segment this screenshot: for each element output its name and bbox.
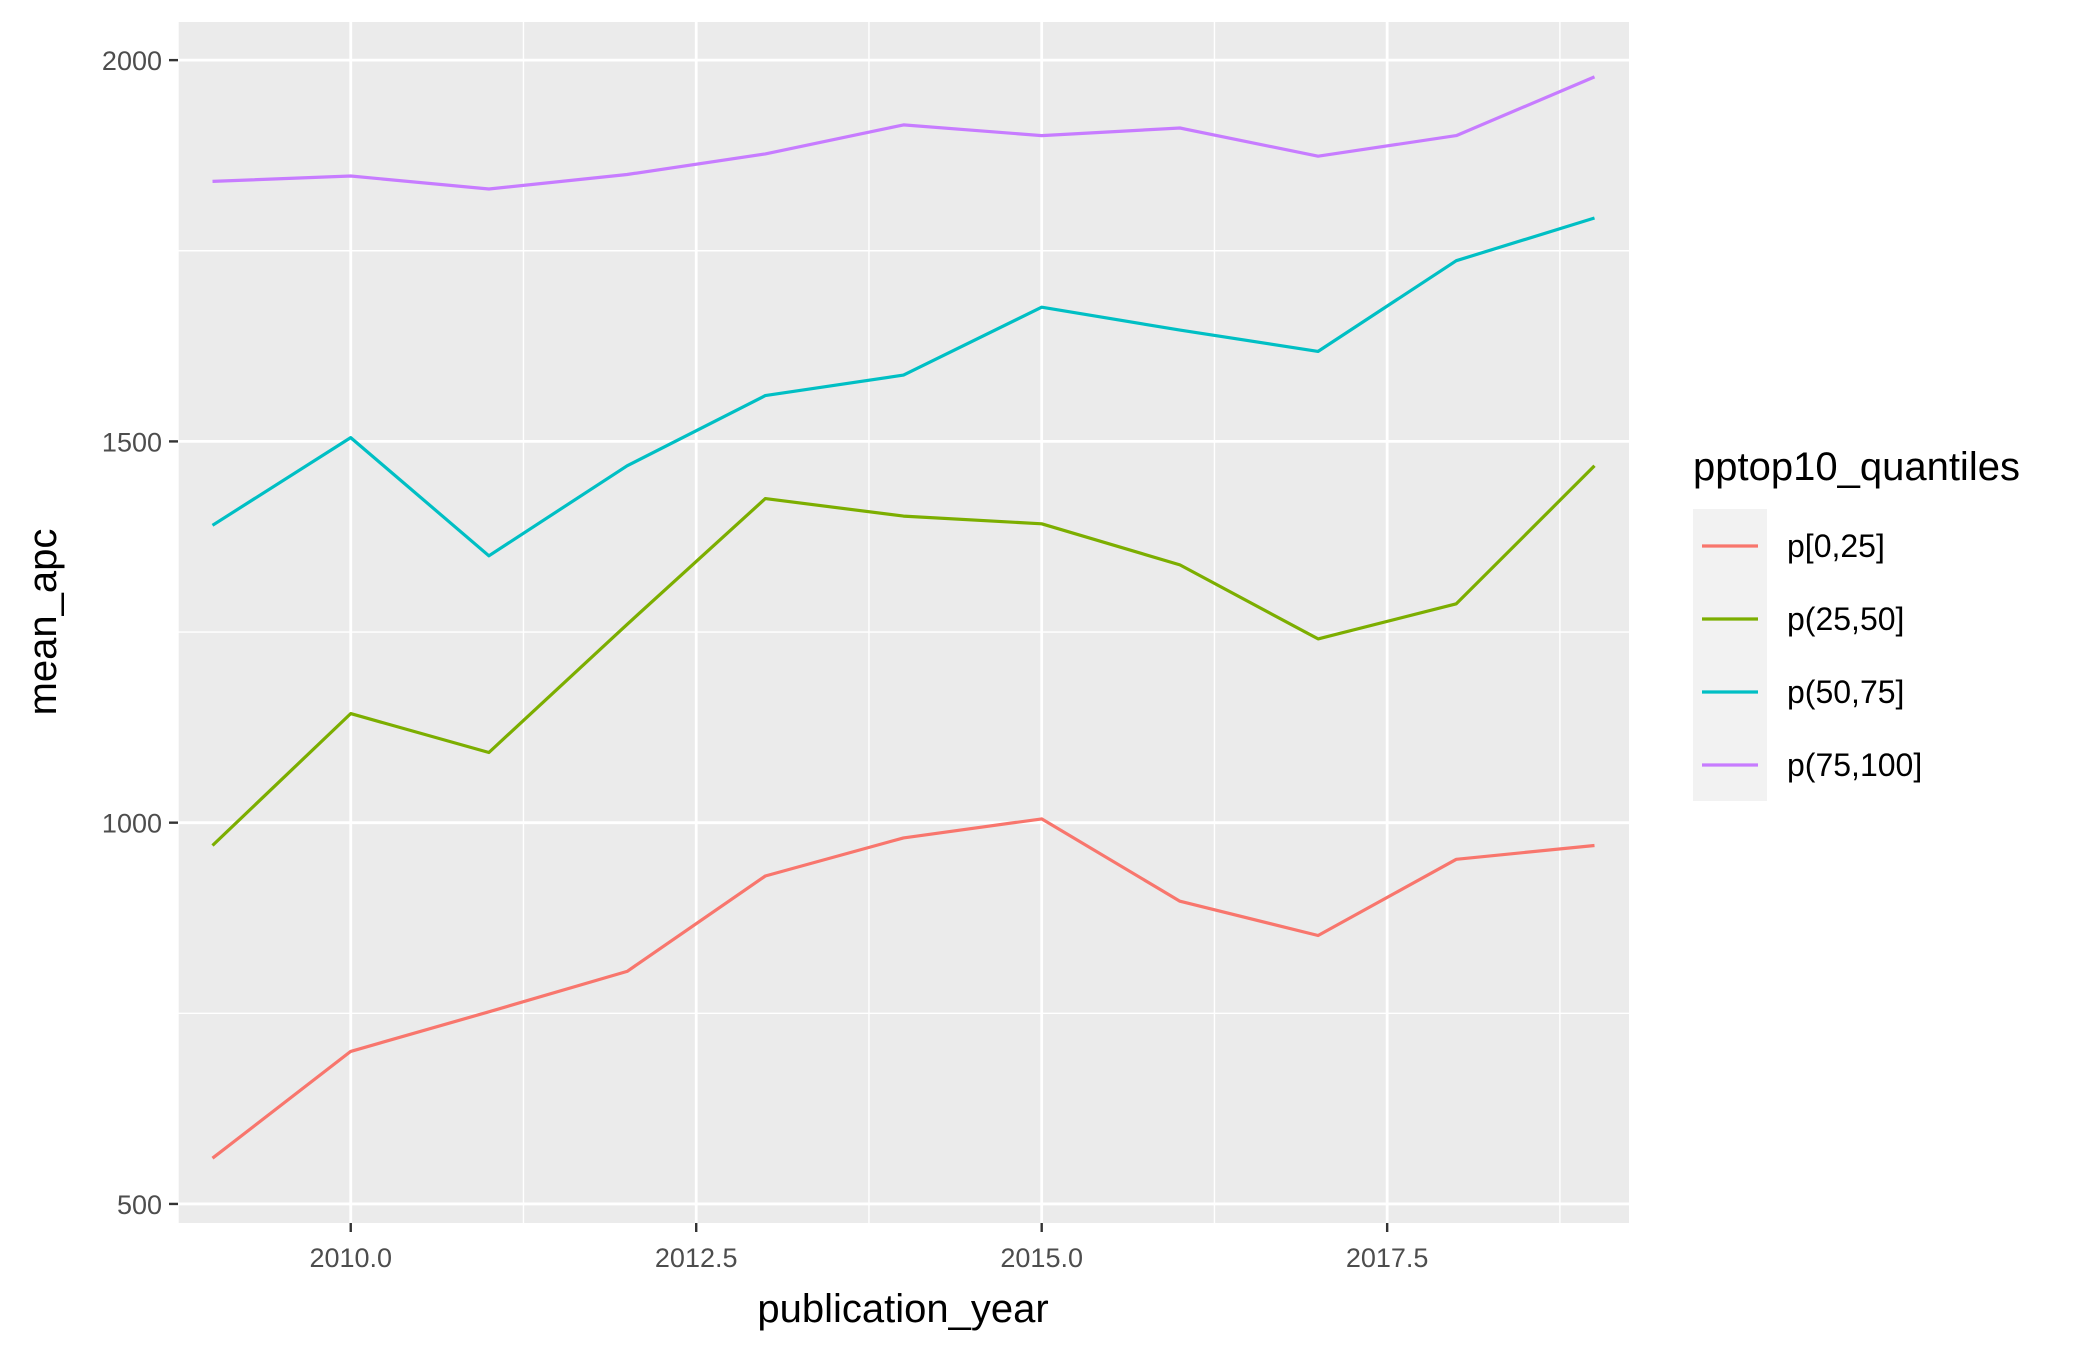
x-tick-label: 2017.5 (1346, 1243, 1429, 1273)
y-axis-title: mean_apc (21, 529, 65, 716)
legend-label-3: p(50,75] (1787, 674, 1904, 710)
x-tick-label: 2010.0 (309, 1243, 392, 1273)
legend-label-4: p(75,100] (1787, 747, 1922, 783)
y-tick-label: 2000 (102, 46, 162, 76)
x-tick-label: 2015.0 (1000, 1243, 1083, 1273)
legend: pptop10_quantiles p[0,25] p(25,50] p(50,75… (1693, 445, 2020, 801)
legend-title: pptop10_quantiles (1693, 445, 2020, 489)
y-tick-label: 1000 (102, 809, 162, 839)
plot-panel (178, 22, 1629, 1223)
axis-ticks (169, 58, 1389, 1232)
series-line-2 (211, 464, 1596, 847)
legend-label-2: p(25,50] (1787, 601, 1904, 637)
legend-items: p[0,25] p(25,50] p(50,75] p(75,100] (1702, 528, 1922, 783)
series-lines (211, 75, 1596, 1160)
y-tick-label: 1500 (102, 427, 162, 457)
y-tick-label: 500 (117, 1190, 162, 1220)
legend-key-background (1693, 509, 1767, 801)
series-line-3 (211, 216, 1595, 558)
x-tick-labels: 2010.0 2012.5 2015.0 2017.5 (309, 1243, 1428, 1273)
series-line-4 (212, 75, 1596, 191)
series-line-1 (211, 817, 1595, 1160)
y-tick-labels: 500 1000 1500 2000 (102, 46, 162, 1220)
x-tick-label: 2012.5 (655, 1243, 738, 1273)
minor-gridlines (177, 22, 1629, 1223)
major-gridlines (178, 22, 1629, 1223)
legend-label-1: p[0,25] (1787, 528, 1885, 564)
x-axis-title: publication_year (757, 1287, 1048, 1331)
